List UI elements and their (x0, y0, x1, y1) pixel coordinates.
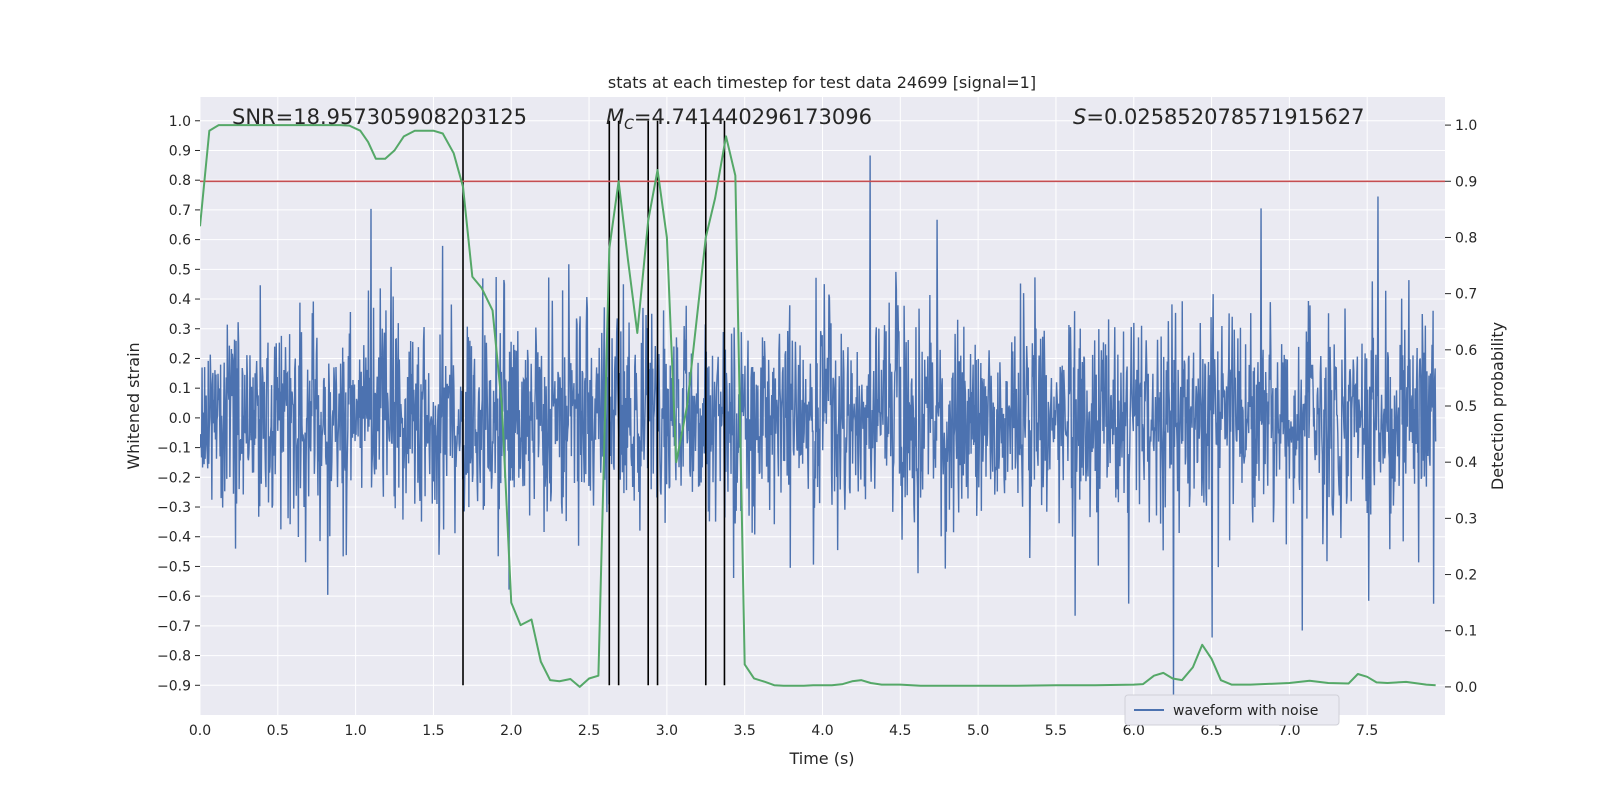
y-left-tick-label-13: 0.4 (169, 292, 191, 308)
annotation-chirp-mass-subscript: C (624, 117, 634, 133)
y-left-tick-label-1: −0.8 (157, 649, 191, 665)
y-left-tick-label-19: 1.0 (169, 114, 191, 130)
x-tick-label-8: 4.0 (811, 723, 833, 739)
y-left-tick-label-7: −0.2 (157, 470, 191, 486)
annotation-chirp-mass: MC=4.741440296173096 (606, 105, 872, 133)
y-left-tick-label-0: −0.9 (157, 678, 191, 694)
annotation-s-symbol: S (1073, 105, 1086, 129)
y-left-tick-label-17: 0.8 (169, 173, 191, 189)
y-left-tick-label-14: 0.5 (169, 262, 191, 278)
y-left-tick-label-18: 0.9 (169, 143, 191, 159)
y-left-tick-label-15: 0.6 (169, 233, 191, 249)
x-tick-label-11: 5.5 (1045, 723, 1067, 739)
x-tick-label-10: 5.0 (967, 723, 989, 739)
waveform-with-noise-line (200, 155, 1437, 701)
y-axis-label-left: Whitened strain (124, 342, 143, 469)
legend-box (1124, 694, 1340, 726)
y-right-tick-label-4: 0.4 (1455, 455, 1477, 471)
x-tick-label-6: 3.0 (656, 723, 678, 739)
x-tick-label-9: 4.5 (889, 723, 911, 739)
annotation-s: S=0.025852078571915627 (1073, 105, 1364, 129)
x-tick-label-7: 3.5 (734, 723, 756, 739)
annotation-snr: SNR=18.957305908203125 (232, 105, 527, 129)
x-tick-label-13: 6.5 (1200, 723, 1222, 739)
y-right-tick-label-3: 0.3 (1455, 511, 1477, 527)
x-tick-label-12: 6.0 (1123, 723, 1145, 739)
y-right-tick-label-5: 0.5 (1455, 399, 1477, 415)
chart-title: stats at each timestep for test data 246… (608, 73, 1036, 92)
x-tick-label-3: 1.5 (422, 723, 444, 739)
y-left-tick-label-9: 0.0 (169, 411, 191, 427)
y-right-tick-label-1: 0.1 (1455, 624, 1477, 640)
annotation-chirp-mass-symbol: M (606, 105, 624, 129)
y-right-tick-label-9: 0.9 (1455, 174, 1477, 190)
x-axis-label: Time (s) (788, 749, 854, 768)
detection-probability-group (200, 124, 1436, 688)
y-right-tick-label-8: 0.8 (1455, 230, 1477, 246)
y-right-tick-label-0: 0.0 (1455, 680, 1477, 696)
y-left-tick-label-10: 0.1 (169, 381, 191, 397)
y-axis-label-right: Detection probability (1488, 322, 1507, 490)
x-tick-label-15: 7.5 (1356, 723, 1378, 739)
x-tick-label-1: 0.5 (267, 723, 289, 739)
x-tick-label-0: 0.0 (189, 723, 211, 739)
y-right-tick-label-2: 0.2 (1455, 568, 1477, 584)
annotation-s-value: =0.025852078571915627 (1086, 105, 1364, 129)
vlines-group (462, 120, 726, 686)
x-tick-label-4: 2.0 (500, 723, 522, 739)
y-left-ticks: −0.9 −0.8 −0.7 −0.6 −0.5 −0.4 −0.3 −0.2 −0.1 0.0 0… (157, 114, 200, 694)
y-left-tick-label-12: 0.3 (169, 322, 191, 338)
annotation-chirp-mass-value: =4.741440296173096 (634, 105, 872, 129)
y-right-tick-label-7: 0.7 (1455, 287, 1477, 303)
y-left-tick-label-3: −0.6 (157, 589, 191, 605)
y-left-tick-label-8: −0.1 (157, 441, 191, 457)
x-tick-label-14: 7.0 (1278, 723, 1300, 739)
waveform-with-noise-series (200, 155, 1437, 701)
y-left-tick-label-11: 0.2 (169, 351, 191, 367)
detection-probability-line (200, 124, 1436, 688)
y-right-tick-label-10: 1.0 (1455, 118, 1477, 134)
y-left-tick-label-6: −0.3 (157, 500, 191, 516)
y-right-tick-label-6: 0.6 (1455, 343, 1477, 359)
y-right-ticks: 0.0 0.1 0.2 0.3 0.4 0.5 0.6 0.7 0.8 0.9 1.0 (1445, 118, 1477, 696)
y-left-tick-label-16: 0.7 (169, 203, 191, 219)
x-ticks: 0.0 0.5 1.0 1.5 2.0 2.5 3.0 3.5 4.0 4.5 5.0 5.5 6.0 6… (189, 723, 1378, 739)
legend-label-waveform: waveform with noise (1173, 703, 1318, 719)
legend: waveform with noise (1124, 694, 1340, 726)
x-tick-label-2: 1.0 (344, 723, 366, 739)
y-left-tick-label-4: −0.5 (157, 559, 191, 575)
y-left-tick-label-5: −0.4 (157, 530, 191, 546)
y-left-tick-label-2: −0.7 (157, 619, 191, 635)
x-tick-label-5: 2.5 (578, 723, 600, 739)
